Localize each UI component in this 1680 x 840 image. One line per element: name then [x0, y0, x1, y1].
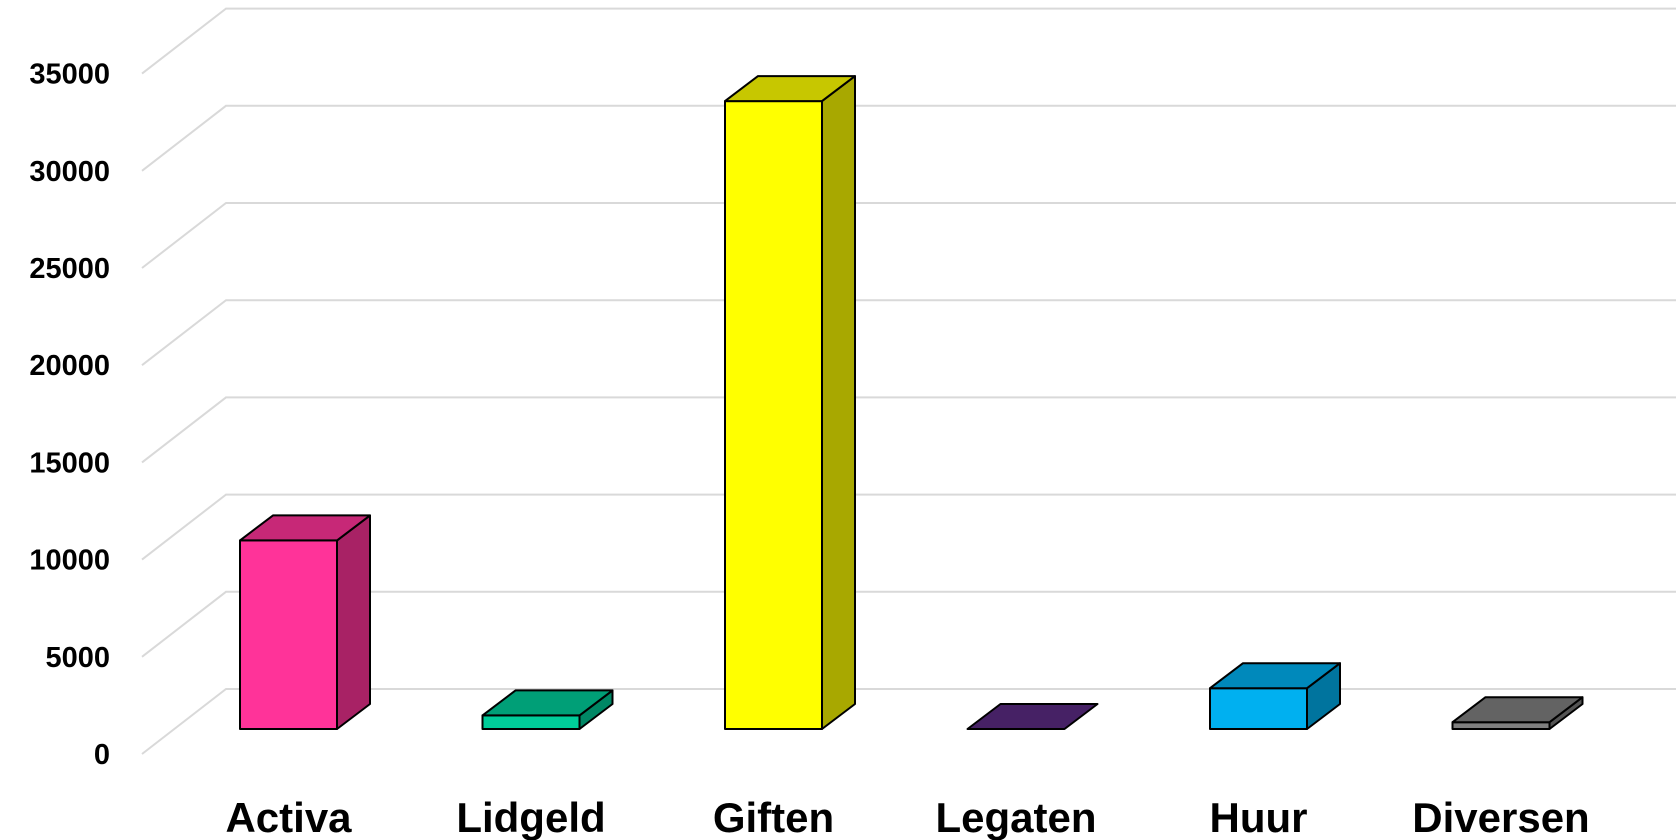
- bar: [239, 514, 371, 731]
- y-tick-label: 30000: [29, 156, 110, 188]
- bar-side: [821, 75, 856, 730]
- bar-side: [336, 514, 371, 730]
- gridline: [141, 299, 1676, 366]
- x-tick-label: Activa: [225, 794, 352, 840]
- bar-top: [1209, 662, 1341, 690]
- bar: [966, 703, 1099, 730]
- bar-front: [239, 539, 338, 731]
- y-tick-label: 35000: [29, 59, 110, 91]
- bar-top: [1451, 696, 1584, 724]
- bar: [481, 689, 614, 731]
- gridline: [141, 493, 1676, 561]
- bar-front: [1451, 721, 1551, 731]
- bar-front: [481, 714, 581, 731]
- x-axis-ticks: Activa Lidgeld Giften Legaten Huur Diversen: [225, 794, 1589, 840]
- gridline: [141, 202, 1676, 269]
- y-tick-label: 15000: [29, 447, 110, 479]
- gridline: [141, 590, 1676, 658]
- x-tick-label: Lidgeld: [456, 794, 605, 840]
- x-tick-label: Giften: [713, 794, 834, 840]
- bar-front: [724, 100, 823, 731]
- y-tick-label: 10000: [29, 545, 110, 577]
- bar-top: [239, 514, 371, 542]
- bar-top: [481, 689, 614, 717]
- y-axis-ticks: 0 5000 10000 15000 20000 25000 30000 35000: [29, 59, 110, 771]
- y-tick-label: 5000: [45, 642, 110, 674]
- gridline: [141, 7, 1676, 75]
- bars: [239, 75, 1584, 731]
- gridline: [141, 688, 1676, 755]
- bar-front: [1209, 687, 1308, 731]
- bar: [724, 75, 856, 731]
- y-tick-label: 25000: [29, 253, 110, 285]
- bar: [1451, 696, 1584, 731]
- x-tick-label: Huur: [1210, 794, 1308, 840]
- x-tick-label: Legaten: [935, 794, 1096, 840]
- y-tick-label: 20000: [29, 350, 110, 382]
- bar-top: [724, 75, 856, 103]
- bar-top: [966, 703, 1099, 730]
- y-tick-label: 0: [94, 739, 110, 771]
- gridline: [141, 396, 1676, 464]
- x-tick-label: Diversen: [1412, 794, 1589, 840]
- bar: [1209, 662, 1341, 731]
- gridline: [141, 104, 1676, 172]
- gridlines: [141, 7, 1676, 755]
